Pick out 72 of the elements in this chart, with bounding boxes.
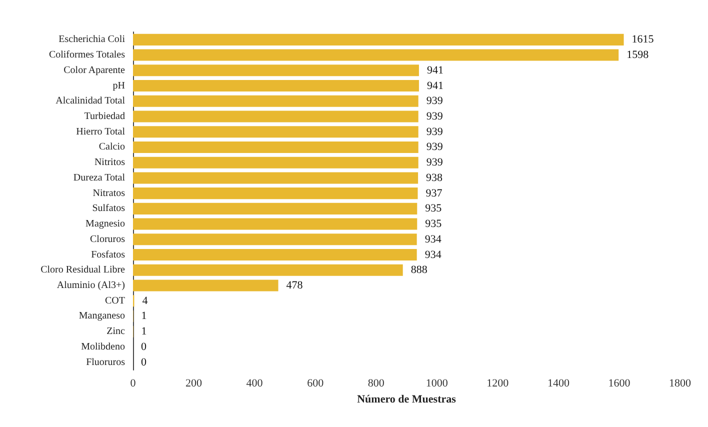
data-label: 888	[410, 264, 428, 276]
bar	[133, 202, 418, 214]
x-tick-label: 200	[186, 378, 203, 390]
y-tick-label: Alcalinidad Total	[56, 96, 126, 107]
data-label: 934	[424, 233, 442, 246]
bar	[133, 80, 419, 92]
x-tick-label: 1400	[547, 378, 570, 390]
y-tick-label: Hierro Total	[76, 126, 126, 138]
bar	[133, 49, 619, 61]
x-axis-title: Número de Muestras	[357, 394, 457, 406]
data-label: 478	[286, 280, 304, 292]
y-tick-label: COT	[105, 295, 125, 306]
y-tick-label: Fosfatos	[91, 249, 126, 260]
data-label: 941	[426, 64, 444, 76]
y-tick-label: Zinc	[106, 326, 126, 338]
y-tick-label: Magnesio	[86, 218, 125, 230]
bar	[133, 188, 418, 200]
data-label: 939	[426, 156, 444, 169]
bar	[133, 141, 418, 153]
data-label: 1	[141, 310, 147, 322]
y-tick-label: Fluoruros	[86, 356, 126, 368]
y-tick-label: Aluminio (Al3+)	[56, 280, 125, 291]
bar	[133, 218, 418, 230]
bar	[133, 264, 403, 276]
bar	[133, 172, 418, 184]
y-tick-label: Nitratos	[92, 188, 126, 199]
y-tick-label: Turbiedad	[84, 111, 125, 122]
data-label: 939	[426, 126, 444, 138]
bar	[133, 110, 418, 122]
y-tick-label: Coliformes Totales	[48, 50, 126, 61]
bar	[133, 95, 418, 107]
bar	[133, 234, 417, 246]
bar	[133, 126, 418, 138]
x-tick-label: 400	[246, 378, 264, 390]
data-label: 935	[425, 202, 442, 215]
x-tick-label: 0	[130, 378, 136, 390]
data-label: 4	[142, 294, 148, 307]
data-label: 941	[426, 80, 444, 92]
y-tick-label: Dureza Total	[73, 172, 126, 184]
y-tick-label: Molibdeno	[81, 341, 125, 352]
x-tick-label: 1800	[669, 378, 692, 390]
bar	[133, 156, 418, 168]
bar	[133, 280, 278, 292]
bar	[133, 249, 417, 261]
data-label: 939	[426, 95, 444, 108]
x-tick-label: 600	[307, 378, 324, 390]
y-tick-label: Cloruros	[90, 234, 126, 245]
data-label: 1	[141, 326, 147, 338]
data-label: 1598	[626, 49, 650, 62]
y-tick-label: Cloro Residual Libre	[40, 264, 126, 276]
data-label: 0	[141, 356, 147, 368]
data-label: 1615	[632, 34, 654, 46]
y-tick-label: Sulfatos	[92, 203, 126, 214]
y-tick-label: Nitritos	[94, 157, 126, 168]
y-tick-label: Manganeso	[78, 310, 125, 322]
data-label: 935	[425, 218, 442, 230]
y-tick-label: pH	[112, 80, 125, 92]
x-tick-label: 1000	[426, 378, 448, 390]
x-tick-label: 1200	[486, 378, 510, 390]
y-tick-label: Escherichia Coli	[58, 34, 126, 46]
data-label: 939	[426, 141, 444, 154]
y-tick-label: Calcio	[98, 142, 125, 153]
x-tick-label: 1600	[608, 378, 631, 390]
y-tick-label: Color Aparente	[64, 64, 126, 76]
data-label: 937	[426, 187, 443, 200]
data-label: 934	[424, 248, 442, 261]
bar	[133, 34, 624, 46]
x-tick-label: 800	[368, 378, 385, 390]
data-label: 0	[141, 340, 147, 353]
bar	[133, 64, 419, 76]
data-label: 938	[426, 172, 444, 184]
data-label: 939	[426, 110, 444, 122]
